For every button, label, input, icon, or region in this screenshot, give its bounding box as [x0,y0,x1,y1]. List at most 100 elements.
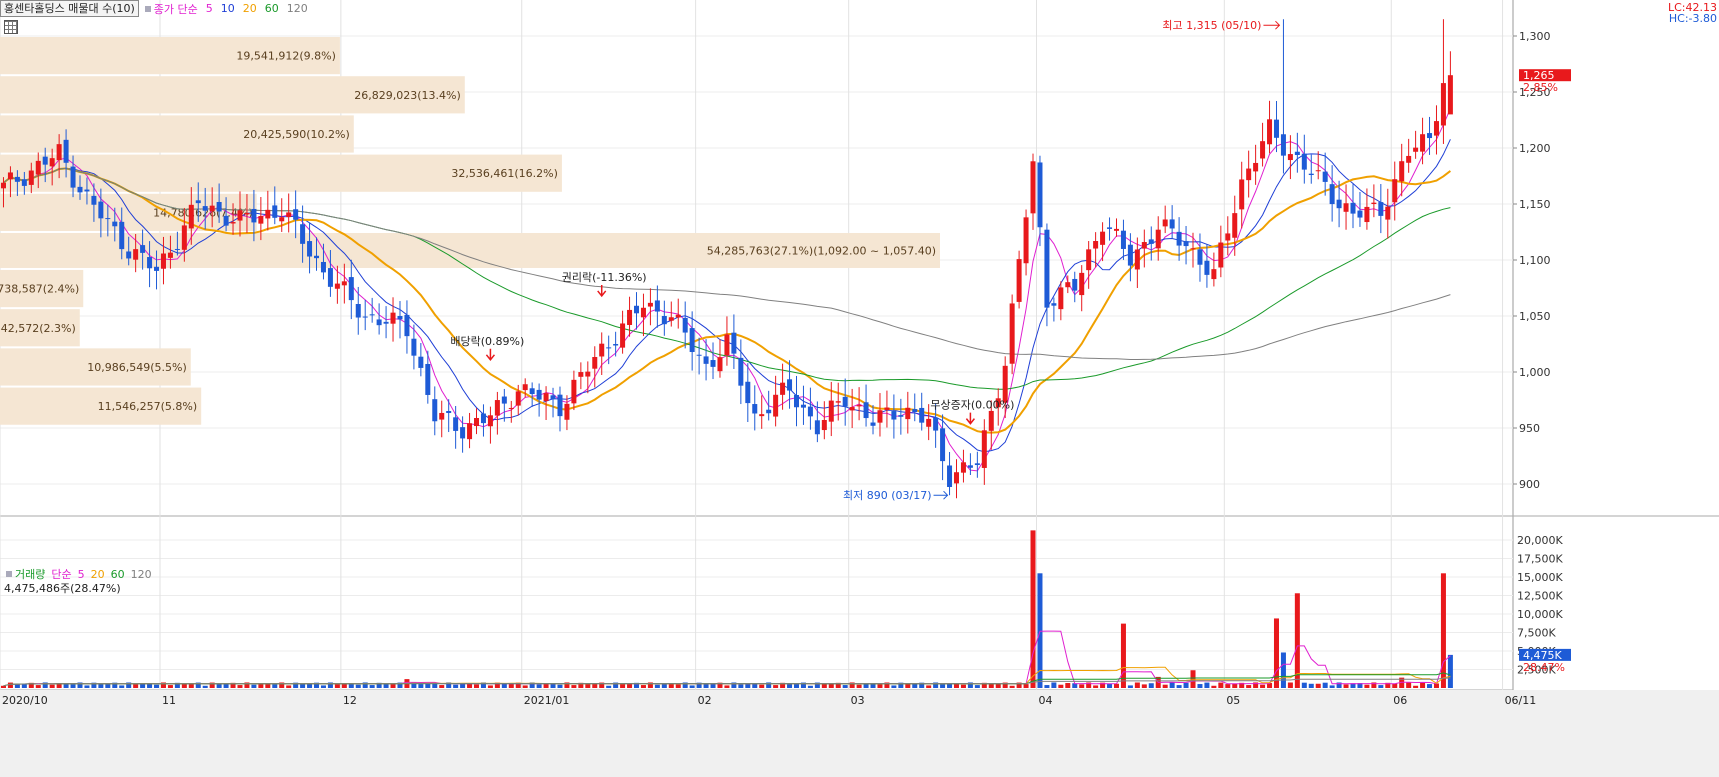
candle-body [1267,119,1273,145]
candle-body [14,176,20,182]
volume-bar [314,682,320,688]
candle-body [1176,231,1182,246]
volume-profile-band [0,269,84,308]
price-tick-label: 1,300 [1519,30,1551,43]
volume-bar [654,684,660,688]
volume-bar [1260,684,1266,688]
candle-body [49,158,55,167]
volume-bar [620,684,626,688]
volume-bar [418,684,424,688]
candle-body [828,400,834,422]
candle-body [863,402,869,419]
candle-body [1009,303,1015,364]
candle-body [912,409,918,413]
candle-body [807,406,813,417]
volume-bar [1385,682,1391,688]
candle-body [1204,260,1210,275]
vol-ma20-legend: 20 [90,567,105,581]
volume-bar [1183,682,1189,688]
volume-profile-band [0,37,340,75]
volume-bar [174,682,180,688]
volume-bar [1009,685,1015,688]
volume-bar [14,684,20,688]
current-price-change: 2.85% [1523,81,1558,94]
volume-bar [912,683,918,688]
volume-bar [745,683,751,688]
price-tick-label: 1,100 [1519,254,1551,267]
volume-bar [487,685,493,688]
volume-profile-band [0,76,465,114]
candle-body [696,354,702,356]
candle-body [787,379,793,391]
volume-bar [119,685,125,688]
candle-body [1392,179,1398,203]
volume-bar [1148,683,1154,688]
candle-body [1371,202,1377,204]
date-tick-label: 2020/10 [2,694,48,707]
candle-body [1357,210,1363,218]
chart-title[interactable]: 홍센타홀딩스 매물대 수(10) [0,0,139,17]
candle-body [940,428,946,462]
volume-bar [627,683,633,688]
volume-bar [1433,683,1439,688]
volume-profile-label: 54,285,763(27.1%)(1,092.00 ~ 1,057.40) [707,244,936,257]
candle-body [640,307,646,318]
candle-body [265,209,271,219]
volume-bar [717,682,723,688]
volume-bar [1294,593,1300,688]
volume-bar [474,684,480,688]
candle-body [1385,206,1391,220]
volume-bar [974,685,980,688]
volume-bar [209,682,215,688]
vol-ma60-legend: 60 [110,567,125,581]
volume-bar [884,682,890,688]
volume-bar [1447,654,1453,688]
volume-profile-label: 4,738,587(2.4%) [0,283,79,296]
candle-body [599,343,605,357]
volume-bar [1399,677,1405,688]
volume-bar [1127,685,1133,688]
candle-body [480,413,486,424]
volume-bar [1232,683,1238,688]
volume-bar [1253,682,1259,688]
candle-body [1280,134,1286,156]
volume-bar [752,683,758,688]
volume-bar [467,683,473,688]
volume-bar [126,682,132,688]
candle-body [487,415,493,427]
candle-body [369,314,375,316]
candle-body [383,321,389,324]
candle-body [272,205,278,218]
volume-bar [926,685,932,688]
candle-body [870,422,876,426]
candle-body [953,472,959,484]
volume-bar [668,683,674,688]
grid-table-icon[interactable] [4,20,18,34]
volume-profile-label: 10,986,549(5.5%) [87,361,187,374]
candle-body [404,314,410,337]
price-tick-label: 1,250 [1519,86,1551,99]
candle-body [1315,170,1321,172]
event-arrow-icon [965,412,975,425]
volume-bar [849,682,855,688]
volume-ma120-line [3,677,1451,687]
volume-bar [543,683,549,688]
candle-body [1420,134,1426,152]
volume-bar [1336,682,1342,688]
candle-body [140,245,146,253]
volume-legend-label: 거래량 [15,568,46,581]
volume-legend: 거래량 단순 5 20 60 120 [0,566,160,582]
candle-body [842,396,848,407]
volume-bar [98,683,104,688]
candle-body [160,253,166,269]
candle-body [244,212,250,215]
candle-body [7,172,13,180]
volume-tick-label: 7,500K [1517,627,1556,640]
candle-body [195,200,201,204]
volume-bar [320,685,326,688]
volume-bar [953,683,959,688]
volume-bar [787,683,793,688]
volume-bar [28,682,34,688]
candle-body [293,209,299,220]
